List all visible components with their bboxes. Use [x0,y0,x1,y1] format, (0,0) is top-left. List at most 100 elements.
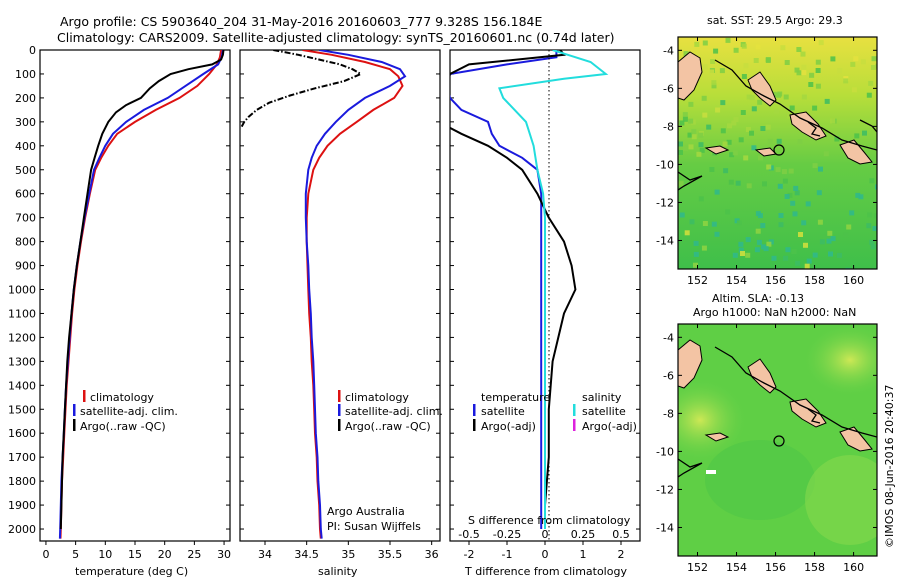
map-y-tick-label: -4 [663,331,674,344]
sst-pixel [784,60,790,65]
map-x-tick-label: 160 [843,561,864,574]
sst-pixel [749,130,754,136]
sst-pixel [794,190,800,196]
sst-pixel [830,236,836,242]
sst-map [678,37,877,269]
sst-pixel [843,78,849,84]
sst-map-title: sat. SST: 29.5 Argo: 29.3 [707,14,843,27]
y-tick-label: 1000 [8,284,36,297]
x-tick-label: -2 [464,548,475,561]
sst-pixel [679,212,685,218]
y-tick-label: 400 [15,140,36,153]
s-diff-tick-label: 0.25 [571,528,596,541]
x-tick-label: 20 [158,548,172,561]
series-line-climatology [59,50,223,539]
sst-pixel [702,221,708,226]
sst-pixel [805,201,811,207]
sst-pixel [698,132,704,138]
x-tick-label: 34 [258,548,272,561]
sst-pixel [870,244,876,250]
sst-pixel [790,200,796,206]
sst-pixel [851,87,857,93]
sst-pixel [791,249,797,254]
s-diff-tick-label: -0.5 [458,528,479,541]
sst-pixel [751,145,757,151]
y-tick-label: 800 [15,236,36,249]
sst-pixel [706,124,712,130]
sst-pixel [875,184,877,190]
map-y-tick-label: -12 [656,483,674,496]
y-tick-label: 1100 [8,307,36,320]
sst-pixel [743,155,749,161]
sst-pixel [801,70,807,76]
sst-pixel [679,120,685,126]
sst-pixel [783,255,789,261]
sst-pixel [738,247,744,253]
sst-pixel [815,68,821,73]
sst-pixel [834,136,840,142]
sst-pixel [757,99,763,105]
sst-pixel [760,126,766,131]
map-y-tick-label: -8 [663,120,674,133]
sst-pixel [794,67,800,73]
s-diff-tick-label: 0.5 [612,528,630,541]
legend-satellite-adj: satellite-adj. clim. [345,405,443,418]
sst-pixel [801,220,807,226]
map-y-tick-label: -4 [663,44,674,57]
y-tick-label: 500 [15,164,36,177]
sst-pixel [701,95,707,101]
sst-pixel [803,242,808,248]
temperature-axis-label: temperature (deg C) [75,565,188,578]
x-tick-label: 0 [542,548,549,561]
sla-map-frame [677,323,878,557]
x-tick-label: 35 [341,548,355,561]
sst-pixel [784,194,790,199]
sst-pixel [761,244,766,250]
sst-pixel [689,219,695,225]
map-x-tick-label: 160 [843,274,864,287]
sst-pixel [827,230,833,236]
y-tick-label: 700 [15,212,36,225]
sst-pixel [735,180,741,186]
legend-salinity-title: salinity [582,391,622,404]
sst-pixel [691,129,697,135]
sst-pixel [740,110,746,115]
sst-pixel [780,45,786,51]
y-tick-label: 300 [15,116,36,129]
sst-pixel [823,151,829,157]
sst-pixel [862,130,867,136]
sla-map-title: Altim. SLA: -0.13 [712,292,804,305]
sst-pixel [762,181,767,187]
sst-pixel [693,262,698,268]
sla-map [678,324,877,556]
sst-pixel [746,183,752,189]
sst-pixel [746,94,752,100]
sst-pixel [855,192,861,198]
map-x-tick-label: 156 [765,561,786,574]
y-tick-label: 1900 [8,499,36,512]
sst-pixel [873,213,877,219]
sst-pixel [812,252,818,258]
sla-map-subtitle: Argo h1000: NaN h2000: NaN [693,306,856,319]
sst-pixel [745,127,751,132]
x-tick-label: -1 [502,548,513,561]
sst-pixel [678,180,684,186]
sst-pixel [758,155,763,161]
sst-pixel [738,241,744,247]
sst-pixel [699,147,705,153]
x-tick-label: 10 [98,548,112,561]
sst-pixel [774,108,780,114]
sst-pixel [788,168,794,174]
sst-pixel [701,245,707,251]
map-y-tick-label: -12 [656,196,674,209]
sst-pixel [793,185,799,191]
x-tick-label: 35.5 [378,548,403,561]
sst-pixel [733,47,739,53]
y-tick-label: 2000 [8,523,36,536]
sst-pixel [819,239,825,245]
t-difference-axis-label: T difference from climatology [464,565,627,578]
sst-pixel [741,74,747,79]
sst-pixel [809,72,815,78]
sst-pixel [875,63,877,69]
map-x-tick-label: 152 [687,274,708,287]
